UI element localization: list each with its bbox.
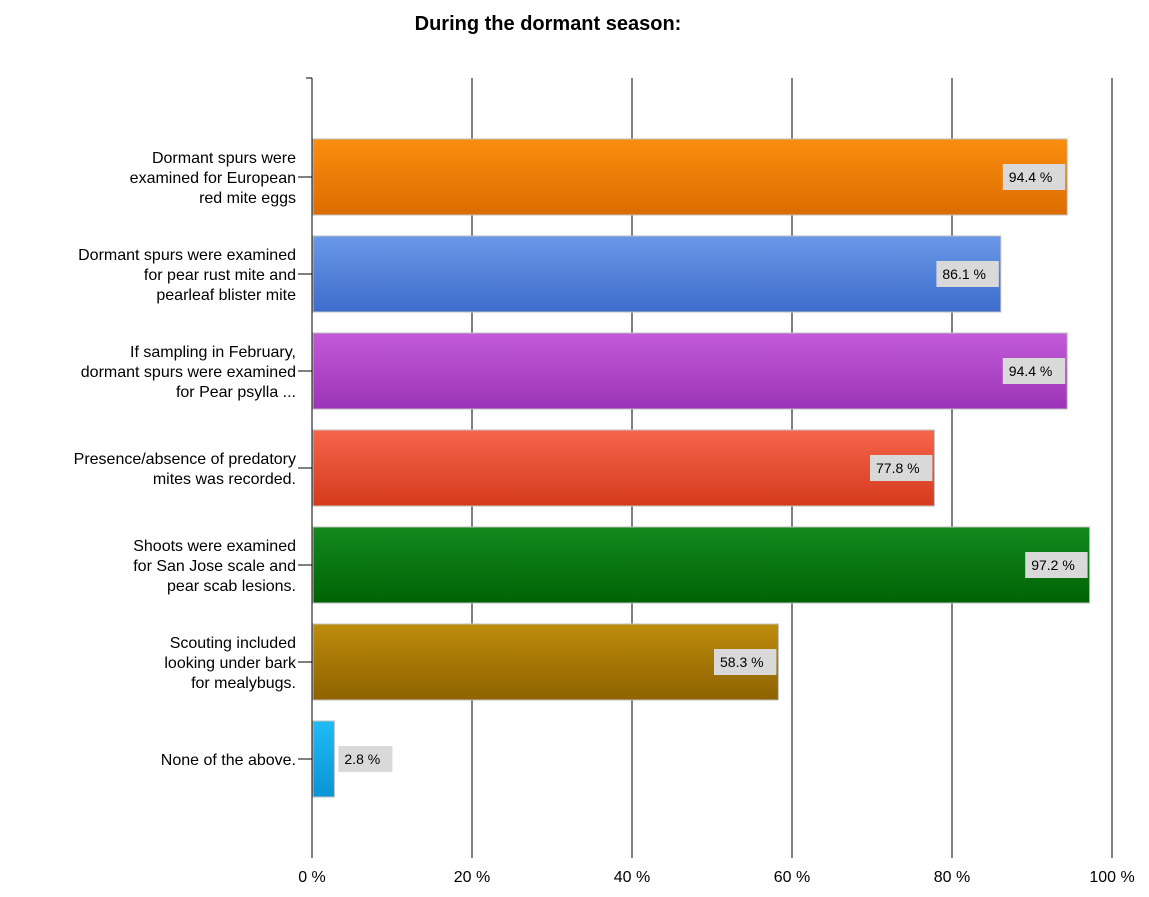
x-tick-label: 20 %: [454, 869, 490, 886]
category-label: If sampling in February, dormant spurs we…: [81, 344, 296, 401]
bar: [312, 720, 335, 798]
data-label-box: [1002, 164, 1066, 190]
x-tick-label: 40 %: [614, 869, 650, 886]
data-label-box: [936, 261, 999, 287]
data-label-box: [1002, 358, 1066, 384]
data-label: 97.2 %: [1031, 557, 1075, 573]
x-tick-label: 100 %: [1089, 869, 1134, 886]
data-label: 58.3 %: [720, 654, 764, 670]
bar: [312, 332, 1068, 410]
category-label: Shoots were examined for San Jose scale a…: [133, 538, 296, 595]
category-label: Dormant spurs were examined for European r…: [130, 150, 296, 207]
x-tick-label: 0 %: [298, 869, 326, 886]
category-label: Presence/absence of predatory mites was r…: [74, 451, 296, 488]
bar: [312, 623, 779, 701]
data-label-box: [1025, 552, 1088, 578]
x-tick-label: 60 %: [774, 869, 810, 886]
category-label: Scouting included looking under bark for m…: [164, 635, 297, 692]
bars: [312, 138, 1091, 798]
data-label-box: [870, 455, 933, 481]
data-label-box: [338, 746, 393, 772]
data-label: 94.4 %: [1009, 363, 1053, 379]
chart-title: During the dormant season:: [415, 13, 682, 35]
category-labels: Dormant spurs were examined for European r…: [74, 150, 297, 769]
data-label: 77.8 %: [876, 460, 920, 476]
bar: [312, 429, 935, 507]
bar: [312, 138, 1068, 216]
tick-labels: 0 % 20 % 40 % 60 % 80 % 100 %: [298, 869, 1134, 886]
data-labels: 94.4 % 86.1 % 94.4 % 77.8 % 97.2 % 58.3 % 2.8 …: [338, 164, 1088, 772]
category-label: None of the above.: [161, 752, 296, 769]
bar: [312, 235, 1002, 313]
data-label: 2.8 %: [344, 751, 380, 767]
data-label-box: [714, 649, 777, 675]
axes: [298, 77, 1113, 858]
data-label: 86.1 %: [942, 266, 986, 282]
data-label: 94.4 %: [1009, 169, 1053, 185]
bar: [312, 526, 1091, 604]
category-label: Dormant spurs were examined for pear rust…: [78, 247, 296, 304]
x-tick-label: 80 %: [934, 869, 970, 886]
